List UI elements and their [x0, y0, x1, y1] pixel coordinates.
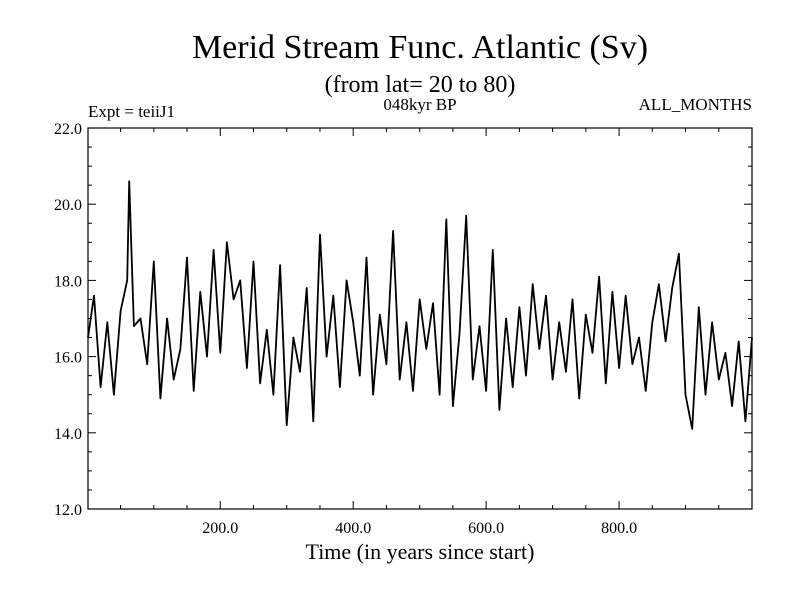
y-tick-label: 20.0 [54, 197, 82, 214]
y-tick-labels: 12.0 14.0 16.0 18.0 20.0 22.0 [54, 121, 82, 519]
y-tick-label: 12.0 [54, 502, 82, 519]
x-tick-label: 200.0 [202, 520, 238, 537]
experiment-label: Expt = teiiJ1 [88, 102, 175, 121]
months-label: ALL_MONTHS [639, 95, 752, 114]
x-tick-label: 800.0 [601, 520, 637, 537]
x-tick-label: 600.0 [468, 520, 504, 537]
period-label: 048kyr BP [383, 95, 456, 114]
chart-title: Merid Stream Func. Atlantic (Sv) [192, 29, 648, 66]
plot-series [87, 180, 753, 430]
x-tick-labels: 200.0 400.0 600.0 800.0 [202, 520, 637, 537]
x-tick-label: 400.0 [335, 520, 371, 537]
plot-frame [87, 127, 753, 510]
axis-ticks [88, 127, 752, 510]
y-tick-label: 18.0 [54, 273, 82, 290]
chart-subtitle: (from lat= 20 to 80) [325, 72, 516, 98]
y-tick-label: 14.0 [54, 426, 82, 443]
series-line-0 [87, 180, 753, 430]
y-tick-label: 16.0 [54, 350, 82, 367]
x-axis-label: Time (in years since start) [306, 539, 535, 564]
y-tick-label: 22.0 [54, 121, 82, 138]
